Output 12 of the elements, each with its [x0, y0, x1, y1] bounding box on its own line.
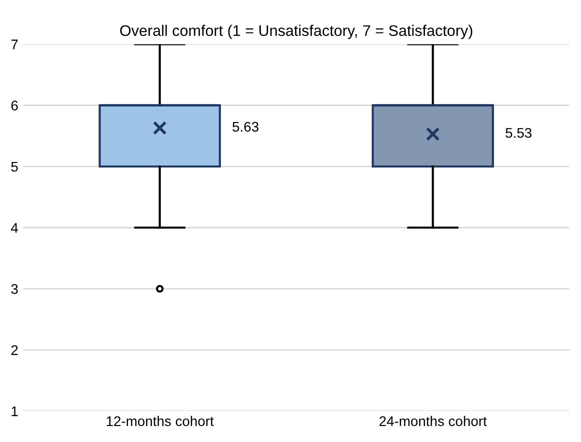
y-tick-label: 2: [11, 345, 18, 355]
y-tick-label: 5: [11, 162, 18, 172]
y-tick-label: 1: [12, 406, 18, 416]
x-tick-label: 24-months cohort: [380, 416, 487, 426]
y-tick-label: 4: [10, 223, 18, 233]
y-tick-label: 7: [11, 40, 18, 50]
y-tick-label: 3: [11, 284, 18, 294]
y-tick-label: 6: [11, 100, 18, 111]
annotation: 5.53: [506, 128, 532, 138]
annotation: 5.63: [232, 122, 258, 132]
chart-title: Overall comfort (1 = Unsatisfactory, 7 = Satisfactory): [120, 24, 472, 40]
x-tick-label: 12-months cohort: [106, 416, 214, 426]
